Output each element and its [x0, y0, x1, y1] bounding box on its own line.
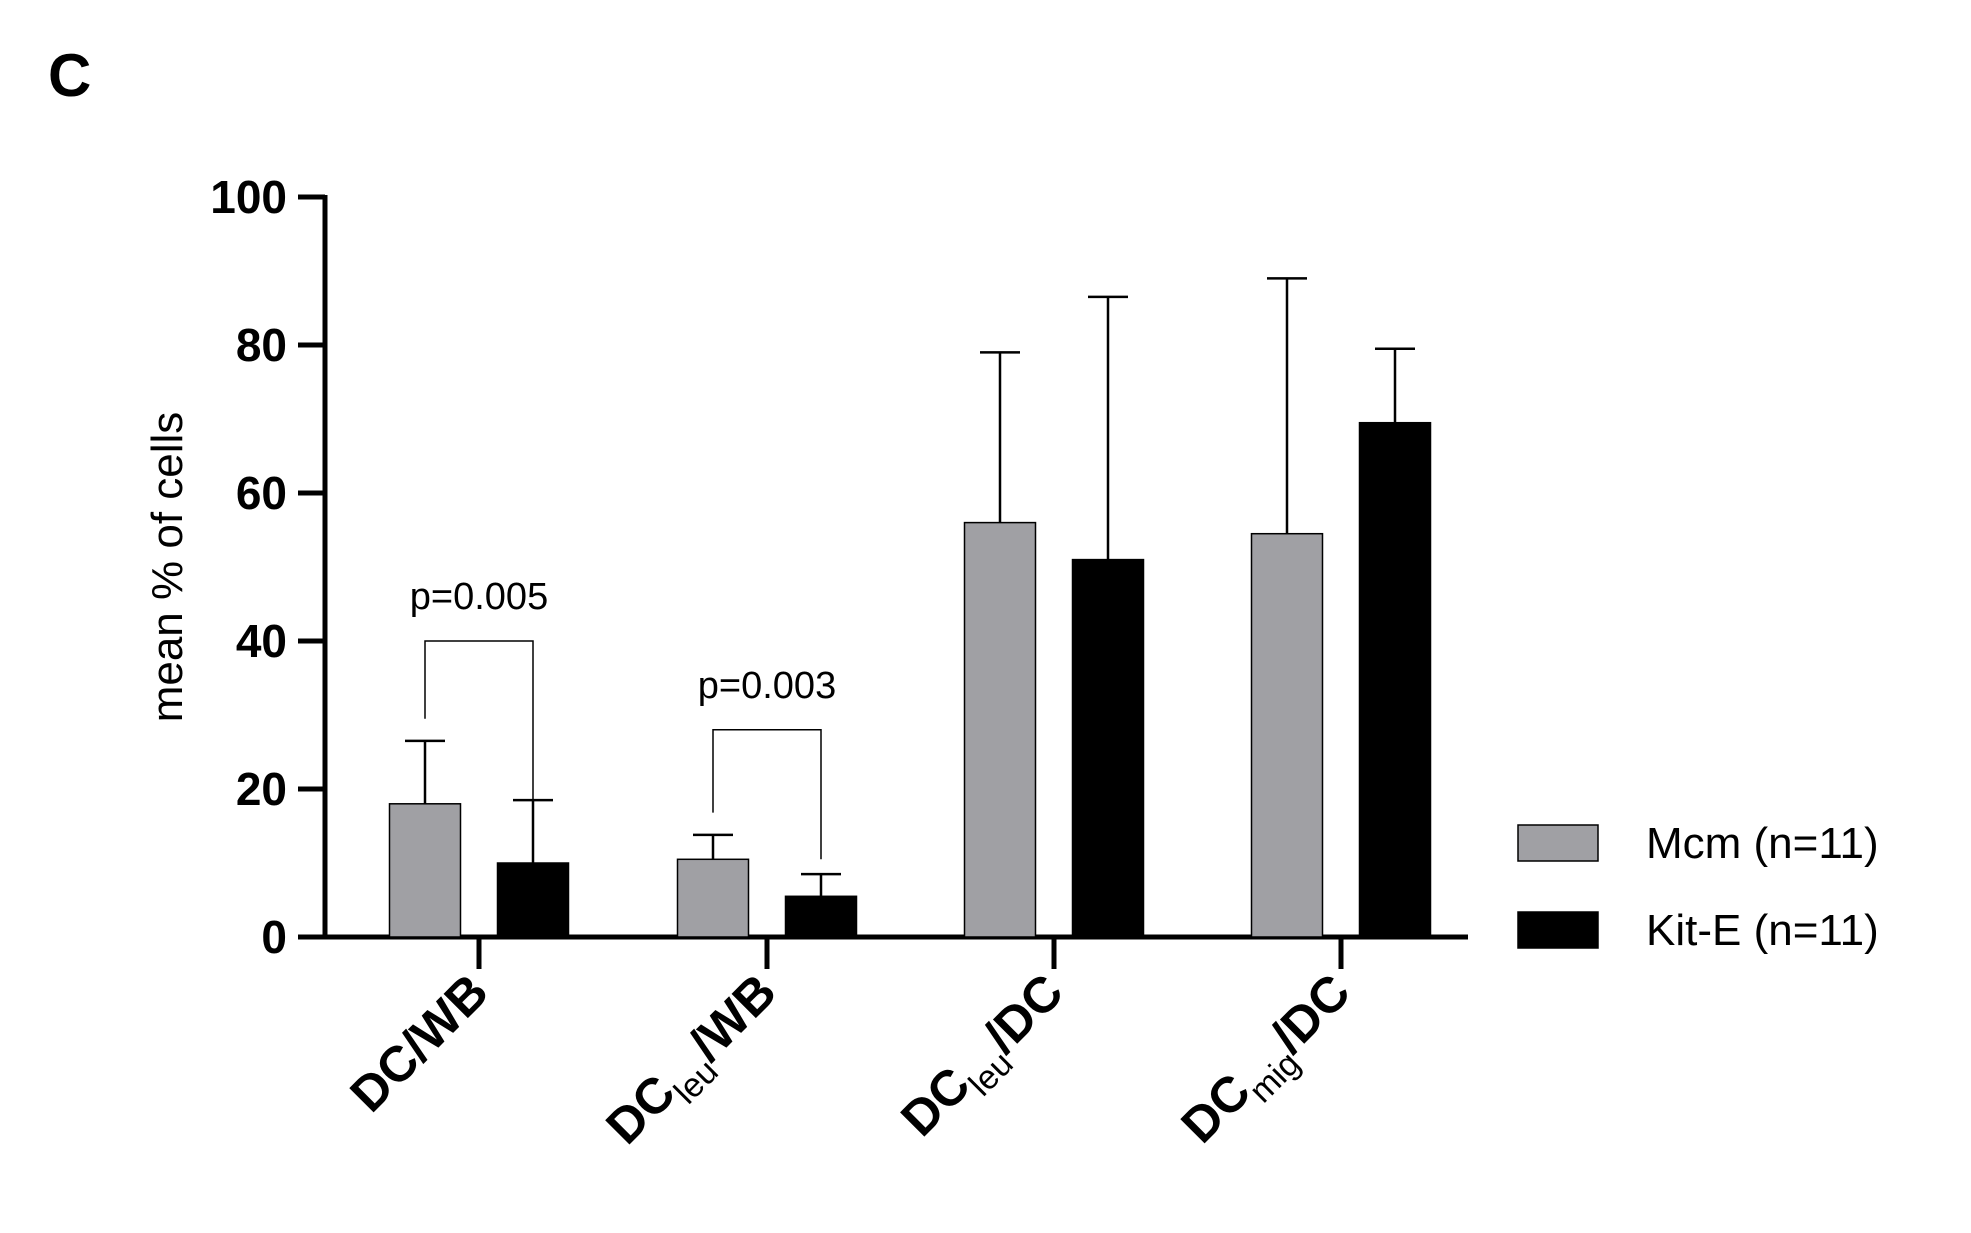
significance-bracket — [424, 640, 534, 826]
y-tick-label: 100 — [210, 171, 287, 223]
chart-bars — [388, 277, 1432, 938]
x-tick-label: DC/WB — [339, 963, 498, 1122]
legend-swatch — [1517, 911, 1599, 949]
bar — [1358, 421, 1432, 938]
bar — [1071, 558, 1145, 938]
chart-legend: Mcm (n=11) Kit-E (n=11) — [1517, 819, 1879, 955]
significance-bracket — [712, 729, 822, 860]
y-tick-label: 60 — [236, 467, 287, 519]
y-tick-label: 40 — [236, 615, 287, 667]
x-tick-label-main: DC — [1170, 1063, 1261, 1154]
legend-label: Kit-E (n=11) — [1646, 906, 1879, 955]
bar — [784, 895, 858, 938]
x-tick-label-rest: /WB — [678, 963, 786, 1071]
bar — [496, 862, 570, 938]
x-tick-label: DCmig/DC — [1170, 963, 1368, 1161]
x-tick-label: DCleu/DC — [890, 963, 1081, 1154]
y-tick-label: 80 — [236, 319, 287, 371]
x-tick-label: DCleu/WB — [595, 963, 794, 1162]
panel-label: C — [48, 42, 91, 109]
p-value-label: p=0.005 — [410, 576, 548, 618]
y-tick-label: 0 — [261, 911, 287, 963]
legend-label: Mcm (n=11) — [1646, 819, 1879, 868]
chart-annotations: p=0.005 p=0.003 — [410, 576, 836, 860]
x-tick-label-rest: /DC — [973, 963, 1073, 1063]
p-value-label: p=0.003 — [698, 665, 836, 707]
y-tick-label: 20 — [236, 763, 287, 815]
bar — [1250, 532, 1324, 938]
bar — [963, 521, 1037, 938]
x-tick-label-main: DC — [595, 1064, 686, 1155]
x-tick-label-main: DC — [890, 1056, 981, 1147]
y-axis-label: mean % of cells — [143, 412, 192, 723]
legend-swatch — [1517, 824, 1599, 862]
bar — [388, 803, 462, 938]
x-tick-label-rest: /DC — [1260, 963, 1360, 1063]
bar — [676, 858, 750, 938]
